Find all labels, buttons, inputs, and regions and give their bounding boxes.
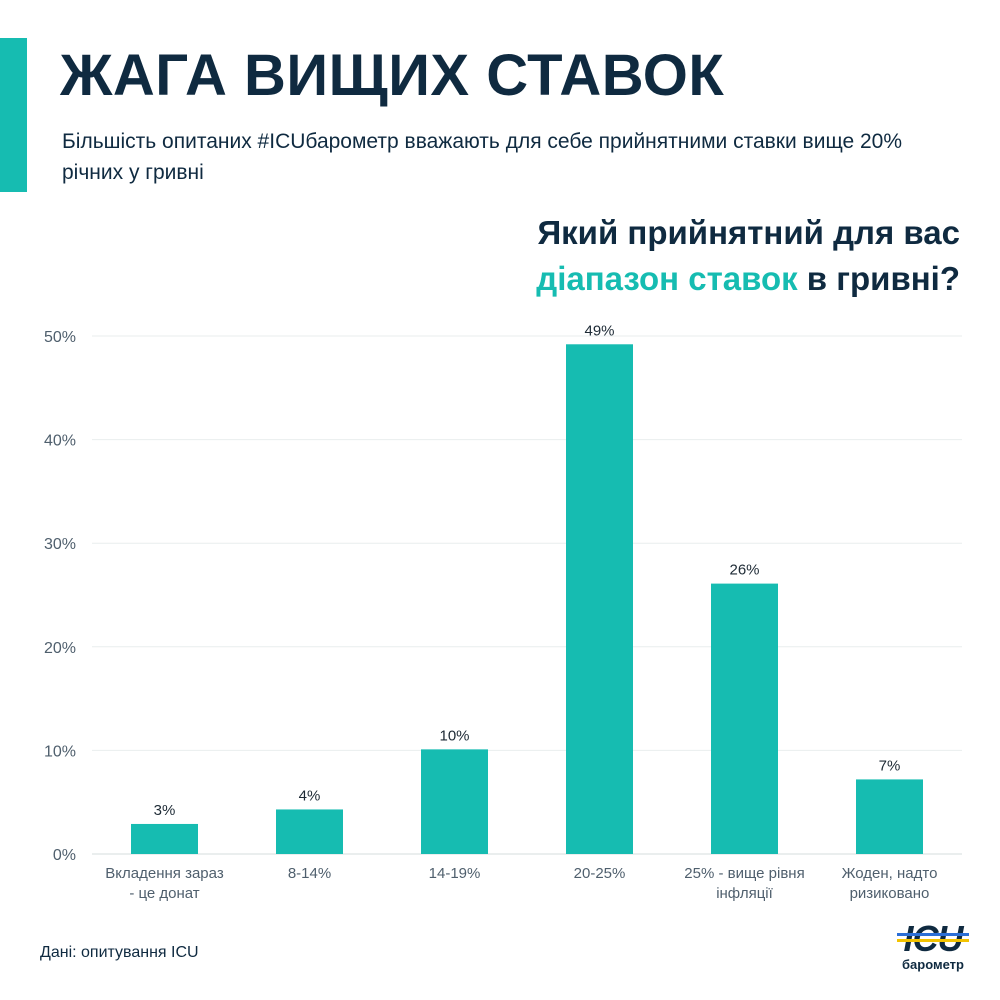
- y-tick-label: 50%: [44, 329, 76, 346]
- page-subtitle: Більшість опитаних #ICUбарометр вважають…: [62, 130, 903, 184]
- x-tick-label: інфляції: [716, 885, 773, 902]
- data-label: 49%: [584, 322, 614, 339]
- bar-2: [276, 809, 343, 854]
- x-tick-label: ризиковано: [850, 885, 930, 902]
- bar-4: [566, 344, 633, 854]
- y-tick-label: 10%: [44, 743, 76, 760]
- bar-chart: 0% 10% 20% 30% 40% 50% 3% Вкладення зараз - це …: [44, 322, 962, 902]
- x-tick-label: 14-19%: [429, 865, 481, 882]
- data-label: 26%: [729, 562, 759, 579]
- x-tick-label: Жоден, надто: [842, 865, 938, 882]
- x-tick-label: - це донат: [129, 885, 199, 902]
- icu-barometer-logo: ICU барометр: [893, 921, 973, 982]
- x-tick-label: Вкладення зараз: [105, 865, 224, 882]
- question-line-1: Який прийнятний для вас: [537, 214, 960, 251]
- y-tick-label: 0%: [53, 847, 76, 864]
- y-tick-label: 40%: [44, 433, 76, 450]
- data-label: 4%: [299, 787, 321, 804]
- question-rest: в гривні?: [797, 260, 960, 297]
- accent-bar: [0, 38, 27, 192]
- question-highlight: діапазон ставок: [536, 260, 798, 297]
- logo-stripe-yellow: [897, 939, 969, 942]
- x-tick-label: 20-25%: [574, 865, 626, 882]
- data-source: Дані: опитування ICU: [40, 944, 199, 961]
- bar-6: [856, 779, 923, 854]
- data-label: 7%: [879, 757, 901, 774]
- logo-stripe-blue: [897, 933, 969, 936]
- logo-subtitle: барометр: [902, 957, 964, 972]
- chart-question: Який прийнятний для вас діапазон ставок …: [536, 210, 960, 302]
- bar-5: [711, 583, 778, 854]
- x-tick-label: 25% - вище рівня: [684, 865, 804, 882]
- bar-1: [131, 823, 198, 854]
- page-title: ЖАГА ВИЩИХ СТАВОК: [60, 43, 725, 108]
- x-tick-label: 8-14%: [288, 865, 331, 882]
- y-tick-label: 20%: [44, 640, 76, 657]
- data-label: 10%: [439, 727, 469, 744]
- logo-mark: ICU: [893, 921, 973, 957]
- data-label: 3%: [154, 802, 176, 819]
- y-tick-label: 30%: [44, 536, 76, 553]
- bar-3: [421, 749, 488, 854]
